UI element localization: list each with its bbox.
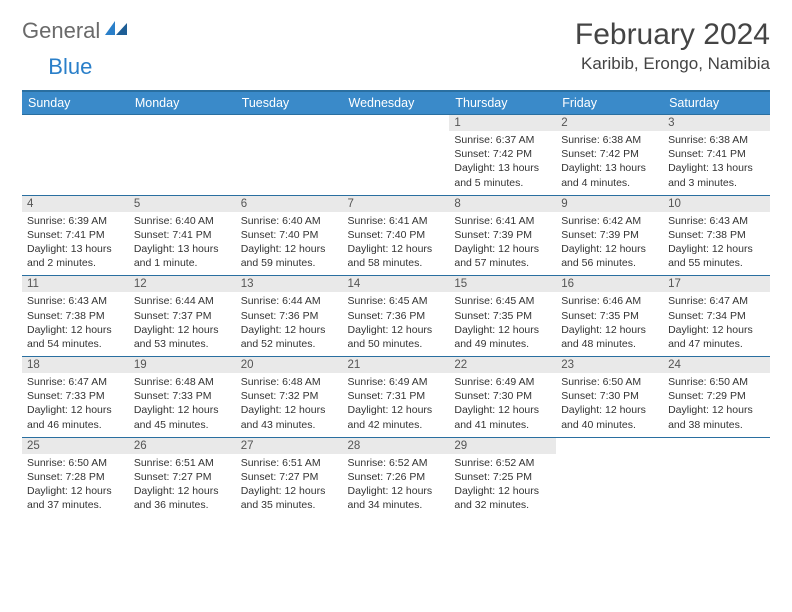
- day-info-cell: [343, 131, 450, 195]
- day-info-cell: Sunrise: 6:41 AM Sunset: 7:39 PM Dayligh…: [449, 212, 556, 276]
- day-number-cell: 8: [449, 195, 556, 212]
- logo-flag-icon: [105, 21, 127, 42]
- day-number-cell: 9: [556, 195, 663, 212]
- calendar-page: General February 2024 Karibib, Erongo, N…: [0, 0, 792, 535]
- weekday-header: Friday: [556, 91, 663, 115]
- day-number-cell: 7: [343, 195, 450, 212]
- day-info-cell: [22, 131, 129, 195]
- day-info-cell: Sunrise: 6:51 AM Sunset: 7:27 PM Dayligh…: [129, 454, 236, 518]
- weekday-header: Thursday: [449, 91, 556, 115]
- day-number-cell: 1: [449, 115, 556, 132]
- logo-text-general: General: [22, 18, 100, 44]
- day-number-cell: 2: [556, 115, 663, 132]
- day-number-cell: 27: [236, 437, 343, 454]
- day-info-cell: Sunrise: 6:52 AM Sunset: 7:26 PM Dayligh…: [343, 454, 450, 518]
- day-info-row: Sunrise: 6:37 AM Sunset: 7:42 PM Dayligh…: [22, 131, 770, 195]
- day-info-cell: [236, 131, 343, 195]
- day-number-cell: 12: [129, 276, 236, 293]
- day-number-cell: 24: [663, 357, 770, 374]
- day-number-cell: 14: [343, 276, 450, 293]
- day-info-cell: Sunrise: 6:50 AM Sunset: 7:30 PM Dayligh…: [556, 373, 663, 437]
- day-info-cell: [663, 454, 770, 518]
- day-number-row: 11121314151617: [22, 276, 770, 293]
- day-info-cell: Sunrise: 6:44 AM Sunset: 7:36 PM Dayligh…: [236, 292, 343, 356]
- day-info-cell: Sunrise: 6:52 AM Sunset: 7:25 PM Dayligh…: [449, 454, 556, 518]
- day-info-cell: Sunrise: 6:48 AM Sunset: 7:32 PM Dayligh…: [236, 373, 343, 437]
- day-number-cell: [22, 115, 129, 132]
- day-info-cell: Sunrise: 6:44 AM Sunset: 7:37 PM Dayligh…: [129, 292, 236, 356]
- day-number-cell: 10: [663, 195, 770, 212]
- day-number-cell: 22: [449, 357, 556, 374]
- day-info-cell: Sunrise: 6:49 AM Sunset: 7:31 PM Dayligh…: [343, 373, 450, 437]
- weekday-header: Sunday: [22, 91, 129, 115]
- logo: General: [22, 18, 129, 44]
- day-info-row: Sunrise: 6:50 AM Sunset: 7:28 PM Dayligh…: [22, 454, 770, 518]
- day-number-cell: 20: [236, 357, 343, 374]
- day-info-cell: Sunrise: 6:43 AM Sunset: 7:38 PM Dayligh…: [663, 212, 770, 276]
- day-info-cell: Sunrise: 6:38 AM Sunset: 7:42 PM Dayligh…: [556, 131, 663, 195]
- day-number-cell: 25: [22, 437, 129, 454]
- day-number-cell: [343, 115, 450, 132]
- weekday-header: Tuesday: [236, 91, 343, 115]
- day-info-cell: Sunrise: 6:51 AM Sunset: 7:27 PM Dayligh…: [236, 454, 343, 518]
- location-label: Karibib, Erongo, Namibia: [575, 54, 770, 74]
- month-title: February 2024: [575, 18, 770, 52]
- weekday-header: Wednesday: [343, 91, 450, 115]
- day-info-cell: Sunrise: 6:49 AM Sunset: 7:30 PM Dayligh…: [449, 373, 556, 437]
- day-number-cell: 19: [129, 357, 236, 374]
- day-number-cell: 18: [22, 357, 129, 374]
- day-number-cell: 28: [343, 437, 450, 454]
- day-number-cell: 5: [129, 195, 236, 212]
- day-number-cell: 11: [22, 276, 129, 293]
- calendar-body: 123Sunrise: 6:37 AM Sunset: 7:42 PM Dayl…: [22, 115, 770, 518]
- day-info-cell: [129, 131, 236, 195]
- day-info-row: Sunrise: 6:47 AM Sunset: 7:33 PM Dayligh…: [22, 373, 770, 437]
- day-number-row: 45678910: [22, 195, 770, 212]
- day-number-cell: 29: [449, 437, 556, 454]
- day-info-cell: Sunrise: 6:45 AM Sunset: 7:36 PM Dayligh…: [343, 292, 450, 356]
- day-number-cell: 21: [343, 357, 450, 374]
- day-number-cell: 3: [663, 115, 770, 132]
- day-number-cell: [663, 437, 770, 454]
- day-info-cell: Sunrise: 6:38 AM Sunset: 7:41 PM Dayligh…: [663, 131, 770, 195]
- day-number-cell: 13: [236, 276, 343, 293]
- day-info-row: Sunrise: 6:39 AM Sunset: 7:41 PM Dayligh…: [22, 212, 770, 276]
- day-info-cell: Sunrise: 6:50 AM Sunset: 7:28 PM Dayligh…: [22, 454, 129, 518]
- logo-text-blue: Blue: [48, 54, 92, 80]
- day-info-cell: Sunrise: 6:48 AM Sunset: 7:33 PM Dayligh…: [129, 373, 236, 437]
- day-info-row: Sunrise: 6:43 AM Sunset: 7:38 PM Dayligh…: [22, 292, 770, 356]
- calendar-table: Sunday Monday Tuesday Wednesday Thursday…: [22, 90, 770, 517]
- weekday-header: Saturday: [663, 91, 770, 115]
- day-info-cell: Sunrise: 6:43 AM Sunset: 7:38 PM Dayligh…: [22, 292, 129, 356]
- weekday-header-row: Sunday Monday Tuesday Wednesday Thursday…: [22, 91, 770, 115]
- day-info-cell: Sunrise: 6:47 AM Sunset: 7:34 PM Dayligh…: [663, 292, 770, 356]
- day-number-cell: [556, 437, 663, 454]
- day-info-cell: Sunrise: 6:46 AM Sunset: 7:35 PM Dayligh…: [556, 292, 663, 356]
- day-number-cell: [236, 115, 343, 132]
- day-info-cell: Sunrise: 6:42 AM Sunset: 7:39 PM Dayligh…: [556, 212, 663, 276]
- day-number-cell: 26: [129, 437, 236, 454]
- day-number-cell: 16: [556, 276, 663, 293]
- day-number-cell: [129, 115, 236, 132]
- day-info-cell: Sunrise: 6:47 AM Sunset: 7:33 PM Dayligh…: [22, 373, 129, 437]
- day-info-cell: Sunrise: 6:50 AM Sunset: 7:29 PM Dayligh…: [663, 373, 770, 437]
- day-number-cell: 15: [449, 276, 556, 293]
- day-info-cell: Sunrise: 6:41 AM Sunset: 7:40 PM Dayligh…: [343, 212, 450, 276]
- day-number-row: 18192021222324: [22, 357, 770, 374]
- day-number-cell: 17: [663, 276, 770, 293]
- day-info-cell: [556, 454, 663, 518]
- day-number-row: 2526272829: [22, 437, 770, 454]
- day-number-cell: 4: [22, 195, 129, 212]
- day-info-cell: Sunrise: 6:39 AM Sunset: 7:41 PM Dayligh…: [22, 212, 129, 276]
- day-number-cell: 23: [556, 357, 663, 374]
- title-block: February 2024 Karibib, Erongo, Namibia: [575, 18, 770, 74]
- day-info-cell: Sunrise: 6:45 AM Sunset: 7:35 PM Dayligh…: [449, 292, 556, 356]
- day-number-cell: 6: [236, 195, 343, 212]
- day-info-cell: Sunrise: 6:40 AM Sunset: 7:41 PM Dayligh…: [129, 212, 236, 276]
- day-info-cell: Sunrise: 6:40 AM Sunset: 7:40 PM Dayligh…: [236, 212, 343, 276]
- weekday-header: Monday: [129, 91, 236, 115]
- day-info-cell: Sunrise: 6:37 AM Sunset: 7:42 PM Dayligh…: [449, 131, 556, 195]
- day-number-row: 123: [22, 115, 770, 132]
